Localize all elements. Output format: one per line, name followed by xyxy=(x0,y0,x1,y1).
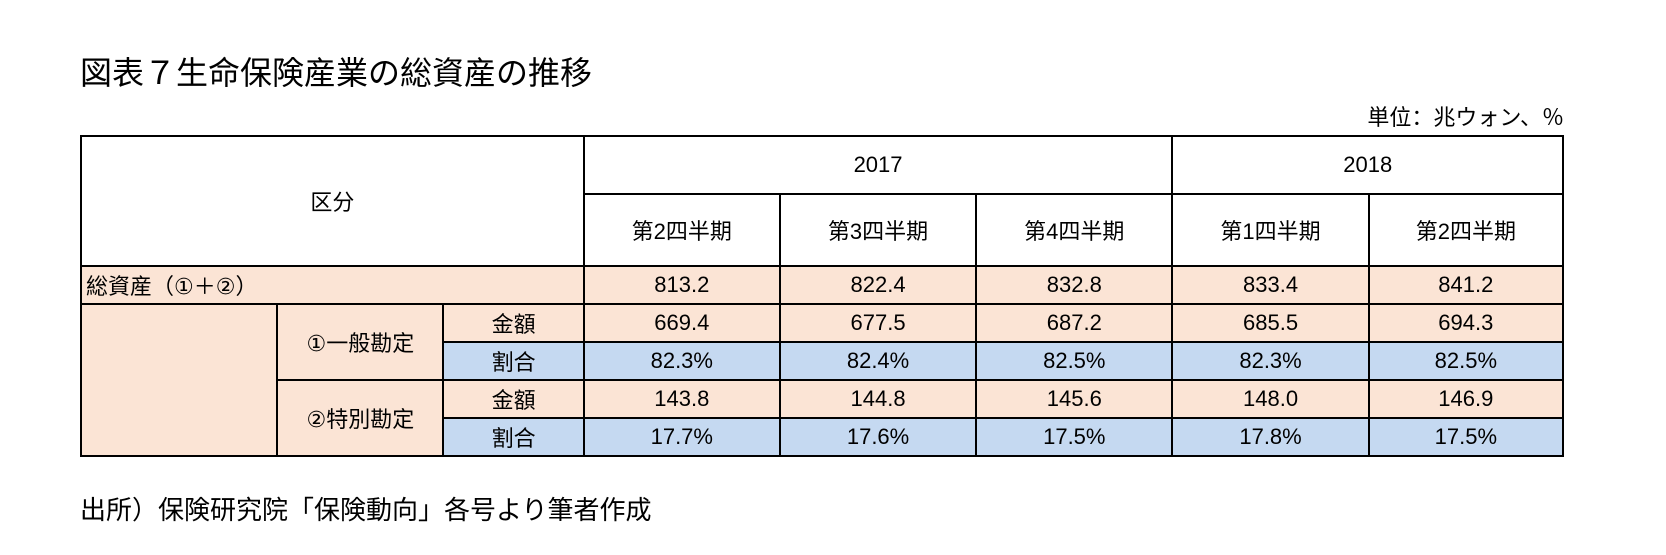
general-ratio-value: 82.3% xyxy=(1171,341,1370,381)
special-ratio-value: 17.6% xyxy=(778,417,978,457)
special-amount-value: 145.6 xyxy=(975,379,1174,419)
header-quarter: 第2四半期 xyxy=(582,193,781,267)
general-amount-value: 685.5 xyxy=(1171,303,1370,343)
special-amount-value: 148.0 xyxy=(1171,379,1370,419)
general-ratio-value: 82.5% xyxy=(975,341,1174,381)
header-category: 区分 xyxy=(80,135,585,267)
indent-spacer xyxy=(79,303,279,457)
unit-note: 単位：兆ウォン、％ xyxy=(1367,106,1564,131)
ratio-label: 割合 xyxy=(442,341,585,381)
special-amount-value: 146.9 xyxy=(1367,379,1565,419)
header-quarter: 第4四半期 xyxy=(975,193,1174,267)
amount-label: 金額 xyxy=(442,379,585,419)
header-year-2017: 2017 xyxy=(582,135,1174,195)
total-value: 822.4 xyxy=(778,265,978,305)
total-value: 833.4 xyxy=(1171,265,1370,305)
source-note: 出所）保険研究院「保険動向」各号より筆者作成 xyxy=(80,496,652,526)
header-year-2018: 2018 xyxy=(1171,135,1564,195)
special-account-label: ②特別勘定 xyxy=(276,379,445,457)
total-assets-table: 区分 2017 2018 第2四半期 第3四半期 第4四半期 第1四半期 第2四… xyxy=(79,135,1565,457)
total-value: 832.8 xyxy=(975,265,1174,305)
general-ratio-value: 82.4% xyxy=(778,341,978,381)
special-amount-value: 143.8 xyxy=(582,379,781,419)
special-amount-value: 144.8 xyxy=(778,379,978,419)
total-assets-label: 総資産（①＋②） xyxy=(80,265,585,305)
special-ratio-value: 17.5% xyxy=(1367,417,1565,457)
page-title: 図表７生命保険産業の総資産の推移 xyxy=(80,54,593,92)
header-quarter: 第3四半期 xyxy=(778,193,978,267)
general-account-label: ①一般勘定 xyxy=(276,303,445,381)
total-value: 841.2 xyxy=(1367,265,1565,305)
special-ratio-value: 17.5% xyxy=(975,417,1174,457)
total-value: 813.2 xyxy=(582,265,781,305)
general-amount-value: 677.5 xyxy=(778,303,978,343)
general-ratio-value: 82.5% xyxy=(1367,341,1565,381)
amount-label: 金額 xyxy=(442,303,585,343)
ratio-label: 割合 xyxy=(442,417,585,457)
header-quarter: 第2四半期 xyxy=(1367,193,1565,267)
general-amount-value: 687.2 xyxy=(975,303,1174,343)
special-ratio-value: 17.7% xyxy=(582,417,781,457)
general-ratio-value: 82.3% xyxy=(582,341,781,381)
header-quarter: 第1四半期 xyxy=(1171,193,1370,267)
special-ratio-value: 17.8% xyxy=(1171,417,1370,457)
general-amount-value: 669.4 xyxy=(582,303,781,343)
general-amount-value: 694.3 xyxy=(1367,303,1565,343)
